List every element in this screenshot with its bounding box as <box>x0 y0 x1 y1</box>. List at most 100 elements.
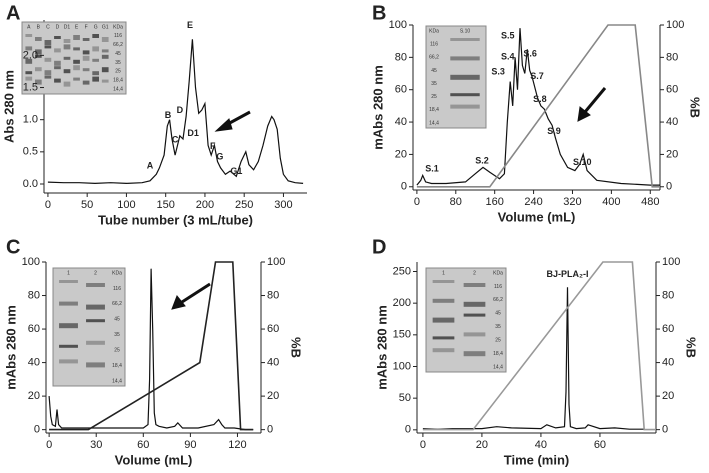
y2-tick-label: 100 <box>662 256 680 268</box>
gel-band <box>82 68 90 72</box>
gel-band <box>463 351 486 357</box>
gel-band <box>450 56 480 61</box>
gel-band <box>92 46 100 52</box>
gel-band <box>450 93 480 97</box>
gel-band <box>92 76 100 82</box>
gel-lane-label: D <box>56 24 60 30</box>
y-tick-label: 0.0 <box>23 178 38 190</box>
y-tick-label: 0 <box>34 424 40 436</box>
gel-marker-label: 18,4 <box>493 351 503 357</box>
peak-label: S.9 <box>547 126 561 136</box>
peak-label: S.2 <box>475 155 489 165</box>
gel-band <box>44 70 52 76</box>
gel-band <box>54 78 61 83</box>
gel-band <box>25 34 33 37</box>
y2-tick-label: 80 <box>662 289 674 301</box>
x-tick-label: 150 <box>157 199 175 211</box>
y-tick-label: 200 <box>393 297 411 309</box>
gel-band <box>73 35 80 40</box>
gel-band <box>73 59 80 64</box>
x-tick-label: 100 <box>117 199 135 211</box>
gel-band <box>59 359 78 364</box>
x-tick-label: 60 <box>594 439 606 451</box>
gel-lane-label: B <box>37 24 41 30</box>
gel-band <box>44 75 52 79</box>
x-tick-label: 120 <box>228 439 246 451</box>
gel-marker-label: 66,2 <box>429 55 439 61</box>
x-axis-title: Tube number (3 mL/tube) <box>98 212 253 227</box>
gel-marker-label: 116 <box>114 33 122 39</box>
gel-band <box>463 332 486 337</box>
gel-marker-label: 18,4 <box>429 107 439 113</box>
gel-band <box>59 301 78 306</box>
peak-label: BJ-PLA₂-I <box>546 269 588 279</box>
gel-marker-label: KDa <box>112 270 122 276</box>
gel-band <box>450 104 480 109</box>
gel-band <box>450 74 480 80</box>
x-tick-label: 400 <box>602 196 620 208</box>
gel-band <box>82 38 90 41</box>
panel-label: B <box>372 2 386 24</box>
gel-band <box>59 323 78 329</box>
x-tick-label: 200 <box>196 199 214 211</box>
gel-band <box>34 54 42 58</box>
peak-label: C <box>172 135 179 145</box>
gel-marker-label: 45 <box>495 311 501 317</box>
x-axis-title: Volume (mL) <box>498 209 576 224</box>
y-tick-label: 80 <box>395 51 407 63</box>
gel-lane-label: E <box>75 24 79 30</box>
gel-band <box>86 340 105 345</box>
peak-label: S.7 <box>530 71 544 81</box>
y-tick-label: 80 <box>28 289 40 301</box>
y-tick-label: 20 <box>395 148 407 160</box>
y-tick-label: 60 <box>395 84 407 96</box>
y2-tick-label: 100 <box>666 19 684 31</box>
peak-label: E <box>187 20 193 30</box>
y-tick-label: 150 <box>393 329 411 341</box>
gel-marker-label: 116 <box>430 41 438 47</box>
gel-lane-label: C <box>46 24 50 30</box>
gel-band <box>59 344 78 348</box>
y-axis-title: Abs 280 nm <box>1 70 16 143</box>
y-axis-title: mAbs 280 nm <box>3 305 18 390</box>
peak-label: S.4 <box>501 52 515 62</box>
gel-band <box>73 65 80 71</box>
y2-tick-label: 20 <box>267 390 279 402</box>
x-tick-label: 20 <box>476 439 488 451</box>
gel-band <box>63 69 71 74</box>
y2-tick-label: 20 <box>666 148 678 160</box>
gel-band <box>25 46 33 51</box>
gel-band <box>44 57 52 62</box>
trace-line <box>422 287 645 430</box>
gel-band <box>34 49 42 55</box>
gel-band <box>54 66 61 70</box>
gel-band <box>432 317 455 323</box>
trace-line <box>47 39 304 185</box>
gel-lane-label: F <box>85 24 88 30</box>
y2-tick-label: 60 <box>267 323 279 335</box>
y2-tick-label: 20 <box>662 390 674 402</box>
gel-marker-label: 35 <box>115 60 121 66</box>
y2-tick-label: 0 <box>666 181 672 193</box>
gel-band <box>63 81 71 87</box>
y2-axis-title: %B <box>684 337 699 358</box>
gel-marker-label: 14,4 <box>112 378 122 384</box>
gel-band <box>86 362 105 368</box>
gel-marker-label: 45 <box>114 317 120 323</box>
x-axis-title: Volume (mL) <box>115 452 193 467</box>
gel-band <box>25 58 33 64</box>
peak-label: S.6 <box>523 48 537 58</box>
y2-tick-label: 60 <box>662 323 674 335</box>
gel-band <box>63 39 71 43</box>
gel-marker-label: 35 <box>495 324 501 330</box>
panel-label: C <box>6 236 20 258</box>
y2-tick-label: 40 <box>267 356 279 368</box>
y2-tick-label: 40 <box>666 116 678 128</box>
peak-label: S.1 <box>425 163 439 173</box>
y2-tick-label: 80 <box>267 289 279 301</box>
y-tick-label: 250 <box>393 265 411 277</box>
gel-lane-label: 2 <box>473 270 476 276</box>
gel-marker-label: 25 <box>115 69 121 75</box>
gel-marker-label: 66,2 <box>112 301 122 307</box>
